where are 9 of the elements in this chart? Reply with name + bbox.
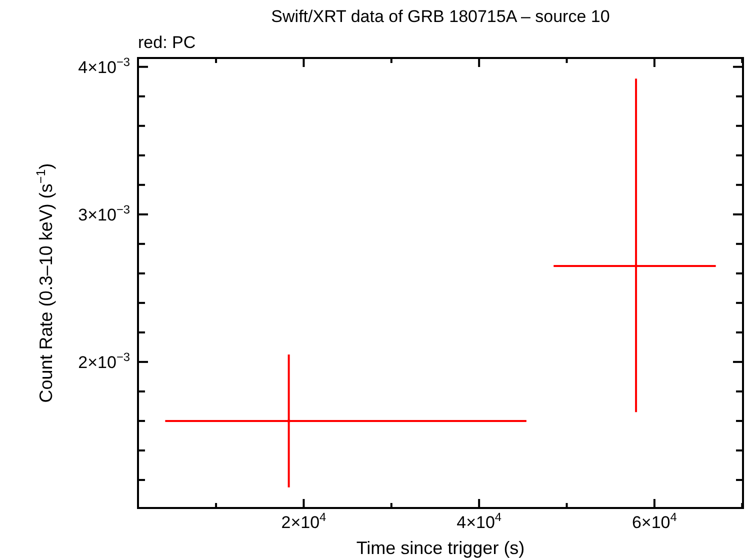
text: red: PC bbox=[138, 33, 196, 52]
x-tick-label: 2×10$^{4}$ bbox=[281, 510, 327, 532]
x-axis-title: Time since trigger (s) bbox=[356, 538, 525, 558]
x-tick-label: 6×10$^{4}$ bbox=[632, 510, 678, 532]
chart-title: Swift/XRT data of GRB 180715A – source 10 bbox=[271, 7, 610, 26]
x-tick-label: 4×10$^{4}$ bbox=[456, 510, 502, 532]
y-tick-label: 3×10$^{−3}$ bbox=[78, 202, 130, 224]
y-tick-label: 4×10$^{−3}$ bbox=[78, 54, 130, 77]
y-tick-label: 2×10$^{−3}$ bbox=[78, 350, 130, 372]
